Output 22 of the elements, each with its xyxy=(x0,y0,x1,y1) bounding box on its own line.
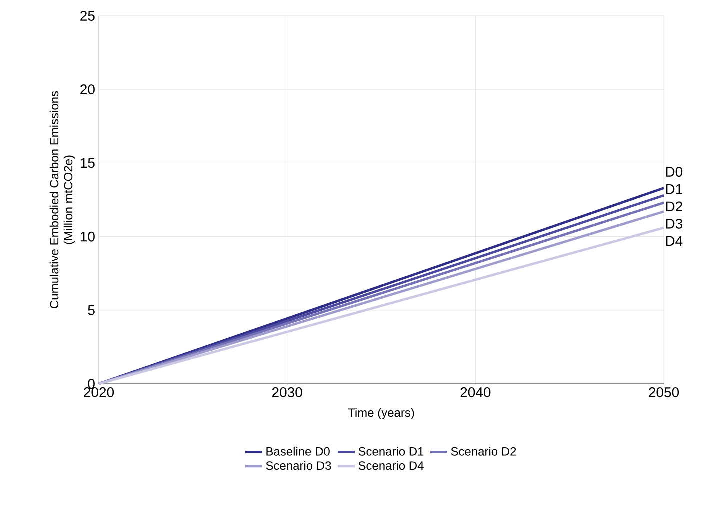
y-tick-label: 0 xyxy=(88,379,95,389)
x-tick-label: 2020 xyxy=(84,388,114,398)
x-axis-title: Time (years) xyxy=(348,408,414,420)
text: D0 xyxy=(666,167,683,177)
text: D3 xyxy=(666,218,682,229)
legend-label: Scenario D1 xyxy=(358,447,424,456)
x-tick-label: 2030 xyxy=(272,388,302,398)
legend-label: Baseline D0 xyxy=(266,447,330,456)
text: D4 xyxy=(666,236,683,246)
text: D1 xyxy=(666,184,682,194)
x-tick-label: 2050 xyxy=(649,388,680,398)
y-tick-label: 20 xyxy=(80,84,95,95)
legend-label: Scenario D4 xyxy=(358,461,424,470)
y-axis-title: Cumulative Embodied Carbon Emissions (Million mtCO2e) xyxy=(50,91,76,308)
text: D2 xyxy=(666,202,682,212)
legend-label: Scenario D3 xyxy=(266,461,332,470)
x-tick-label: 2040 xyxy=(460,388,491,398)
legend-label: Scenario D2 xyxy=(451,447,516,456)
y-tick-label: 5 xyxy=(88,306,95,316)
y-tick-label: 10 xyxy=(80,232,95,242)
y-tick-label: 25 xyxy=(80,11,95,21)
y-tick-label: 15 xyxy=(80,158,95,168)
